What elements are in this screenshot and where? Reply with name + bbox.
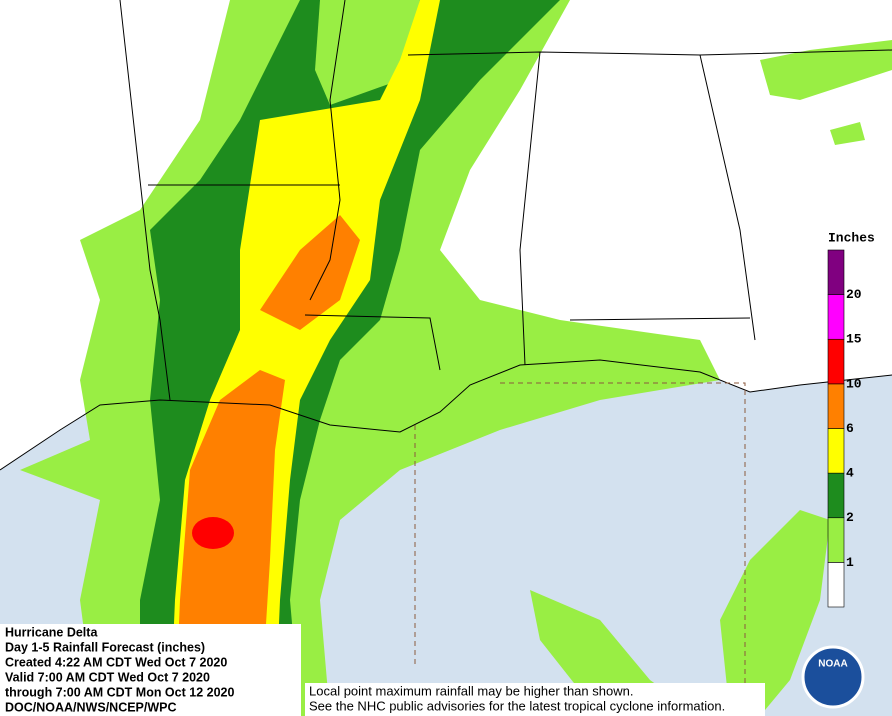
legend-swatch [827,562,845,608]
note-line: Local point maximum rainfall may be high… [309,683,633,698]
rain-10in [192,517,234,549]
legend-swatch [827,294,845,340]
note-box [305,683,765,716]
legend-swatch [827,428,845,474]
legend-label: 4 [846,466,854,481]
note-line: See the NHC public advisories for the la… [309,698,725,713]
info-line: Valid 7:00 AM CDT Wed Oct 7 2020 [5,670,210,684]
zone-lines [414,382,746,716]
legend-label: 1 [846,555,854,570]
legend-title: Inches [828,230,875,245]
legend-label: 2 [846,510,854,525]
info-line: through 7:00 AM CDT Mon Oct 12 2020 [5,685,234,699]
logo-text: NOAA [818,659,847,670]
rain-6in [175,215,360,716]
legend-label: 6 [846,421,854,436]
legend-label: 10 [846,376,862,391]
note-text: Local point maximum rainfall may be high… [309,683,725,713]
logo [801,645,865,709]
legend: 1 2 4 6 10 15 20 [827,249,862,608]
legend-swatch [827,472,845,519]
legend-label: 20 [846,287,862,302]
legend-swatch [827,517,845,563]
info-line: DOC/NOAA/NWS/NCEP/WPC [5,700,177,714]
info-line: Created 4:22 AM CDT Wed Oct 7 2020 [5,655,227,669]
legend-label: 15 [846,332,862,347]
rain-1in [530,40,892,716]
info-line: Day 1-5 Rainfall Forecast (inches) [5,640,205,654]
legend-swatch [827,383,845,429]
info-line: Hurricane Delta [5,625,98,639]
borders [0,0,892,471]
info-box [0,624,301,716]
legend-swatch [827,338,845,385]
legend-swatch [827,249,845,295]
